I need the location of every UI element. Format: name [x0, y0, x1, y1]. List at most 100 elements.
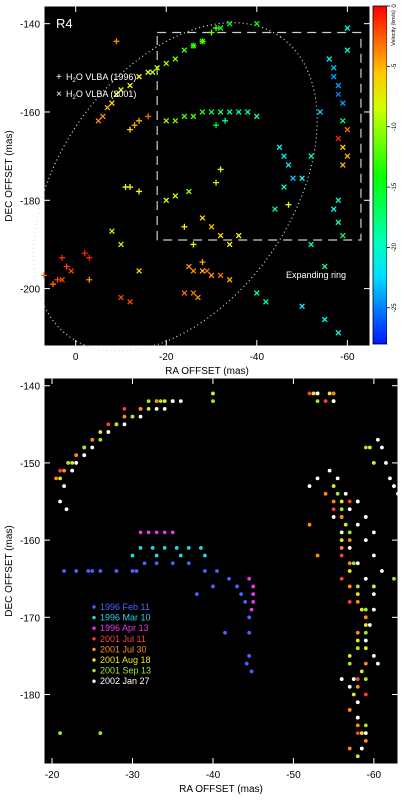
maser-epoch-point	[170, 399, 175, 404]
maser-epoch-point	[347, 499, 352, 504]
maser-1996-point	[145, 113, 152, 120]
maser-epoch-point	[355, 630, 360, 635]
maser-epoch-point	[247, 615, 252, 620]
maser-1996-point	[136, 117, 143, 124]
maser-2001-point	[208, 272, 215, 279]
maser-2001-point	[317, 109, 324, 115]
legend-marker: ×	[56, 89, 62, 100]
maser-2001-point	[226, 109, 233, 115]
legend-label: 2002 Jan 27	[100, 676, 150, 686]
maser-epoch-point	[339, 545, 344, 550]
maser-2001-point	[335, 219, 342, 226]
maser-epoch-point	[363, 623, 368, 627]
maser-epoch-point	[62, 569, 67, 573]
maser-epoch-point	[315, 553, 320, 558]
maser-epoch-point	[162, 530, 167, 535]
maser-epoch-point	[146, 399, 151, 404]
maser-epoch-point	[355, 684, 360, 689]
ring-fit-ellipse	[32, 22, 318, 352]
maser-2001-point	[330, 64, 337, 71]
maser-epoch-point	[355, 754, 360, 759]
maser-2001-point	[163, 60, 170, 67]
maser-2001-point	[190, 268, 197, 274]
maser-epoch-point	[70, 468, 75, 473]
velocity-colorbar	[372, 5, 388, 345]
maser-epoch-point	[371, 592, 376, 597]
maser-epoch-point	[380, 445, 384, 450]
maser-2001-point	[217, 232, 224, 239]
legend-marker: +	[56, 72, 62, 83]
maser-epoch-point	[371, 654, 376, 658]
y-axis-label-2: DEC OFFSET (mas)	[4, 525, 15, 616]
maser-2001-point	[208, 109, 215, 115]
maser-epoch-point	[138, 406, 143, 411]
maser-epoch-point	[178, 399, 183, 404]
maser-epoch-point	[311, 391, 316, 396]
legend-dot	[92, 679, 96, 683]
maser-2001-point	[281, 184, 287, 190]
maser-epoch-point	[359, 669, 364, 674]
maser-epoch-point	[247, 654, 252, 658]
maser-2001-point	[145, 69, 151, 76]
maser-epoch-point	[363, 738, 368, 743]
maser-1996-point	[181, 223, 188, 230]
legend-label-prefix: H	[66, 89, 73, 99]
y-tick-label-2: -170	[20, 613, 40, 624]
maser-epoch-point	[388, 476, 392, 481]
maser-epoch-point	[134, 569, 139, 573]
maser-epoch-point	[174, 545, 179, 550]
maser-epoch-point	[247, 576, 252, 581]
maser-epoch-point	[198, 545, 203, 550]
maser-epoch-point	[122, 414, 127, 419]
maser-2001-point	[344, 153, 351, 159]
maser-epoch-point	[186, 561, 191, 566]
maser-epoch-point	[347, 561, 352, 566]
maser-epoch-point	[98, 569, 103, 573]
maser-2001-point	[181, 290, 188, 296]
maser-epoch-point	[138, 530, 143, 535]
x-tick-label-1: -40	[250, 352, 265, 363]
maser-epoch-point	[211, 391, 215, 396]
maser-2001-point	[149, 69, 156, 76]
maser-2001-point	[217, 272, 224, 279]
maser-2001-point	[226, 241, 233, 248]
maser-1996-point	[213, 122, 220, 129]
maser-epoch-point	[331, 499, 336, 504]
maser-2001-point	[136, 73, 142, 80]
maser-epoch-point	[203, 553, 207, 558]
maser-epoch-point	[339, 530, 344, 535]
maser-epoch-point	[331, 399, 336, 404]
maser-epoch-point	[239, 592, 244, 597]
maser-epoch-point	[355, 584, 360, 589]
maser-2001-point	[136, 268, 142, 274]
maser-epoch-point	[315, 476, 320, 481]
maser-1996-point	[86, 254, 93, 261]
maser-1996-point	[199, 259, 206, 266]
maser-epoch-point	[363, 615, 368, 620]
maser-epoch-point	[227, 576, 231, 581]
maser-2001-point	[163, 197, 170, 204]
maser-2001-point	[154, 64, 161, 71]
maser-epoch-point	[90, 569, 95, 573]
maser-epoch-point	[363, 723, 368, 728]
maser-epoch-point	[384, 461, 388, 465]
maser-epoch-point	[146, 406, 151, 411]
maser-epoch-point	[347, 507, 352, 512]
maser-2001-point	[253, 290, 260, 296]
maser-epoch-point	[347, 569, 352, 573]
maser-epoch-point	[335, 491, 340, 496]
maser-2001-point	[172, 193, 179, 199]
maser-2001-point	[163, 117, 170, 124]
legend-dot	[92, 658, 96, 662]
maser-epoch-point	[54, 476, 58, 481]
expanding-ring-annotation: Expanding ring	[286, 270, 346, 280]
maser-epoch-point	[363, 731, 368, 736]
maser-epoch-point	[114, 569, 119, 573]
maser-epoch-point	[249, 607, 254, 612]
maser-epoch-point	[347, 545, 352, 550]
maser-epoch-point	[158, 399, 163, 404]
maser-epoch-point	[347, 708, 352, 712]
maser-epoch-point	[363, 692, 368, 697]
maser-epoch-point	[251, 599, 256, 604]
legend-label-subscript: 2	[73, 95, 77, 101]
